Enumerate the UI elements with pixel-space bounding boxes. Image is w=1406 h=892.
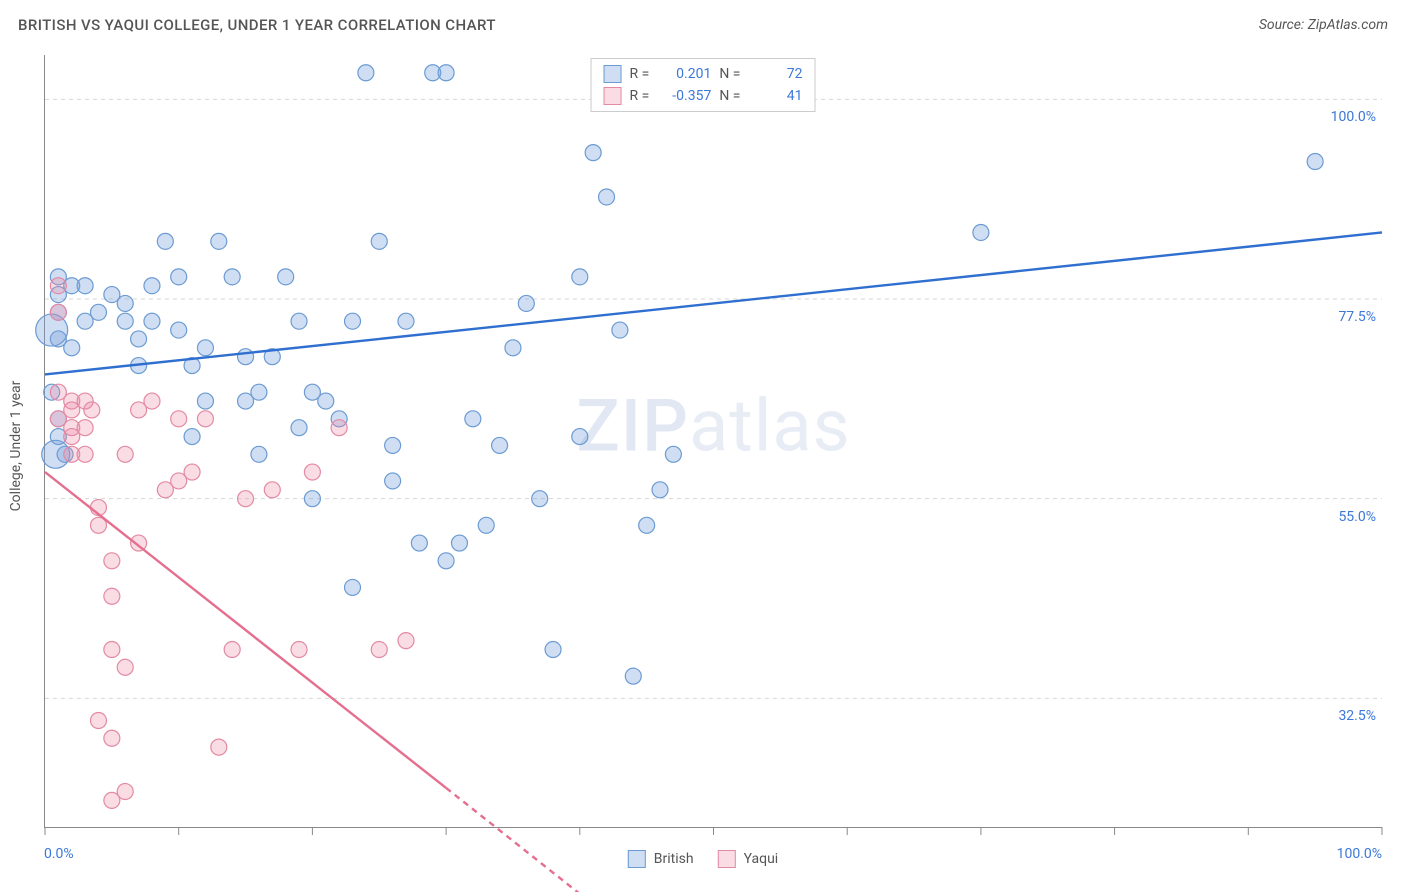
swatch-british <box>604 65 622 83</box>
y-axis-title: College, Under 1 year <box>8 381 24 512</box>
source-attribution: Source: ZipAtlas.com <box>1259 17 1388 33</box>
legend-row-yaqui: R = -0.357 N = 41 <box>604 85 803 107</box>
legend-n-label: N = <box>719 63 740 85</box>
y-tick-label: 77.5% <box>1338 309 1376 325</box>
chart-plot-area: ZIPatlas <box>44 55 1382 828</box>
legend-label-yaqui: Yaqui <box>744 851 779 867</box>
legend-n-yaqui: 41 <box>748 85 802 107</box>
correlation-legend: R = 0.201 N = 72 R = -0.357 N = 41 <box>591 58 816 112</box>
x-tick-label-min: 0.0% <box>44 846 74 862</box>
chart-header: BRITISH VS YAQUI COLLEGE, UNDER 1 YEAR C… <box>0 0 1406 40</box>
swatch-yaqui <box>604 87 622 105</box>
chart-title: BRITISH VS YAQUI COLLEGE, UNDER 1 YEAR C… <box>18 16 496 34</box>
x-tick-label-max: 100.0% <box>1337 846 1382 862</box>
series-legend: British Yaqui <box>628 850 778 868</box>
legend-n-british: 72 <box>748 63 802 85</box>
legend-r-label: R = <box>630 63 650 85</box>
legend-r-yaqui: -0.357 <box>657 85 711 107</box>
y-tick-label: 32.5% <box>1338 708 1376 724</box>
legend-item-british: British <box>628 850 694 868</box>
swatch-yaqui-2 <box>718 850 736 868</box>
legend-label-british: British <box>654 851 694 867</box>
y-tick-label: 100.0% <box>1331 109 1376 125</box>
legend-item-yaqui: Yaqui <box>718 850 779 868</box>
legend-n-label2: N = <box>719 85 740 107</box>
legend-r-british: 0.201 <box>657 63 711 85</box>
chart-svg <box>45 55 1382 827</box>
legend-r-label2: R = <box>630 85 650 107</box>
y-tick-label: 55.0% <box>1338 509 1376 525</box>
swatch-british-2 <box>628 850 646 868</box>
legend-row-british: R = 0.201 N = 72 <box>604 63 803 85</box>
